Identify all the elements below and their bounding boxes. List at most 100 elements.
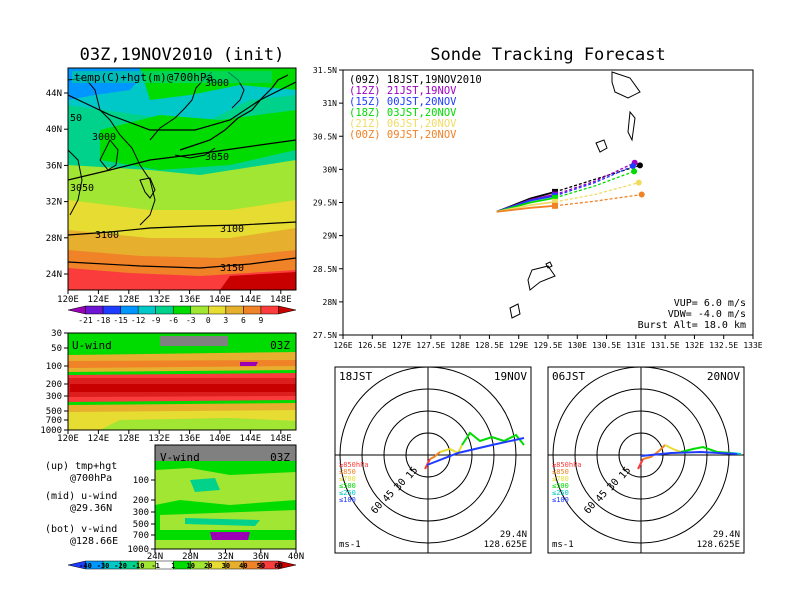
hodograph-frame — [334, 366, 532, 554]
vwind-colorbar-label: 1 — [171, 562, 175, 570]
map-x-tick-label: 128E — [118, 295, 140, 305]
track-y-tick-label: 31N — [323, 99, 338, 108]
track-param-text: VUP= 6.0 m/s — [674, 298, 746, 309]
track-series-line-dashed — [554, 170, 635, 199]
map-colorbar-label: -21 — [78, 316, 93, 325]
map-y-tick-label: 40N — [46, 125, 62, 135]
track-end-marker — [636, 162, 643, 169]
track-series-line-dashed — [554, 162, 635, 196]
hodograph-trace — [439, 444, 463, 455]
vwind-colorbar-label: 60 — [274, 562, 282, 570]
vwind-colorbar-label: -40 — [79, 562, 92, 570]
legend-up: (up) tmp+hgt — [45, 461, 117, 472]
map-temperature-field — [68, 68, 296, 290]
uwind-x-tick-label: 136E — [179, 434, 201, 444]
track-legend: (09Z) 18JST,19NOV2010(12Z) 21JST,19NOV(1… — [349, 74, 482, 141]
map-colorbar-swatch — [208, 305, 227, 315]
track-x-tick-label: 130E — [568, 341, 587, 350]
uwind-y-tick-label: 1000 — [40, 426, 62, 436]
map-colorbar-swatch — [120, 305, 139, 315]
vwind-x-tick-label: 28N — [182, 552, 198, 562]
map-colorbar-swatch — [260, 305, 279, 315]
uwind-y-tick-label: 50 — [51, 344, 62, 354]
vwind-y-tick-label: 500 — [133, 520, 149, 530]
map-x-tick-label: 148E — [270, 295, 292, 305]
map-colorbar-swatch — [225, 305, 244, 315]
map-colorbar-swatch — [85, 305, 104, 315]
hodograph-level-legend: ≤250 — [552, 489, 569, 497]
map-colorbar-swatch — [155, 305, 174, 315]
track-series-line-dashed — [554, 164, 641, 193]
map-colorbar-label: 0 — [206, 316, 211, 325]
hodograph-frame — [547, 366, 745, 554]
hodograph-time-label: 06JST — [552, 370, 585, 383]
map-y-tick-label: 32N — [46, 198, 62, 208]
map-x-tick-label: 124E — [88, 295, 110, 305]
hodograph-date-label: 19NOV — [494, 370, 527, 383]
track-x-tick-label: 130.5E — [592, 341, 621, 350]
hodograph-level-legend: ≤250 — [339, 489, 356, 497]
track-y-tick-label: 28N — [323, 298, 338, 307]
contour-label: 3150 — [220, 263, 244, 274]
map-colorbar-label: 6 — [241, 316, 246, 325]
hodograph-level-legend: ≤700 — [552, 475, 569, 483]
track-lines — [496, 159, 645, 213]
map-colorbar-swatch — [67, 305, 86, 315]
track-y-tick-label: 31.5N — [313, 66, 337, 75]
map-y-tick-label: 24N — [46, 270, 62, 280]
legend-mid-2: @29.36N — [70, 503, 112, 514]
contour-label: 3050 — [70, 183, 94, 194]
vwind-colorbar: -40 -30 -20 -10 -1 1 10 20 30 40 50 60 — [67, 560, 297, 570]
hodograph-level-legend: ≤500 — [552, 482, 569, 490]
track-legend-entry: (00Z) 09JST,20NOV — [349, 129, 457, 141]
track-x-tick-label: 129E — [509, 341, 528, 350]
uwind-x-tick-label: 124E — [88, 434, 110, 444]
track-x-tick-label: 131E — [626, 341, 645, 350]
vwind-label: V-wind — [160, 451, 200, 464]
map-y-ticks: 44N 40N 36N 32N 28N 24N — [46, 89, 68, 280]
hodograph-unit: ms-1 — [339, 540, 361, 550]
track-end-marker — [638, 191, 645, 198]
vwind-colorbar-label: 30 — [222, 562, 230, 570]
track-y-tick-label: 30.5N — [313, 132, 337, 141]
vwind-colorbar-label: 10 — [187, 562, 195, 570]
track-legend-entry: (12Z) 21JST,19NOV — [349, 85, 457, 97]
uwind-x-tick-label: 132E — [148, 434, 170, 444]
hodograph-trace — [664, 444, 682, 453]
legend-bot-2: @128.66E — [70, 536, 118, 547]
hodograph-level-legend: ≤100 — [552, 496, 569, 504]
track-midpoint-marker — [552, 202, 559, 209]
vwind-time-label: 03Z — [270, 451, 290, 464]
map-colorbar-label: -15 — [113, 316, 128, 325]
vwind-colorbar-label: 50 — [257, 562, 265, 570]
map-x-tick-label: 140E — [209, 295, 231, 305]
hodograph-lat: 29.4N — [713, 530, 740, 540]
legend-up-2: @700hPa — [70, 473, 112, 484]
map-colorbar-label: -12 — [131, 316, 146, 325]
vwind-y-tick-label: 300 — [133, 508, 149, 518]
uwind-label: U-wind — [72, 339, 112, 352]
hodograph-trace — [424, 458, 431, 470]
track-y-tick-label: 27.5N — [313, 331, 337, 340]
track-x-tick-label: 131.5E — [651, 341, 680, 350]
track-legend-entry: (21Z) 06JST,20NOV — [349, 118, 457, 130]
track-x-tick-label: 128.5E — [475, 341, 504, 350]
hodograph-label-bg — [487, 369, 529, 381]
map-colorbar-swatch — [243, 305, 262, 315]
track-x-tick-label: 133E — [743, 341, 762, 350]
track-param-text: VDW= -4.0 m/s — [668, 309, 746, 320]
track-series-line — [496, 204, 556, 213]
hodograph-trace — [426, 437, 525, 466]
hodograph-lon: 128.625E — [484, 540, 527, 550]
hodograph-time-label: 18JST — [339, 370, 372, 383]
track-x-tick-label: 126E — [333, 341, 352, 350]
track-x-tick-label: 132.5E — [709, 341, 738, 350]
track-y-ticks: 31.5N 31N 30.5N 30N 29.5N 29N 28.5N 28N 27.5N — [313, 66, 343, 340]
vwind-y-tick-label: 200 — [133, 496, 149, 506]
map-x-ticks: 120E 124E 128E 132E 136E 140E 144E 148E — [57, 290, 292, 305]
title-left: 03Z,19NOV2010 (init) — [80, 45, 285, 65]
